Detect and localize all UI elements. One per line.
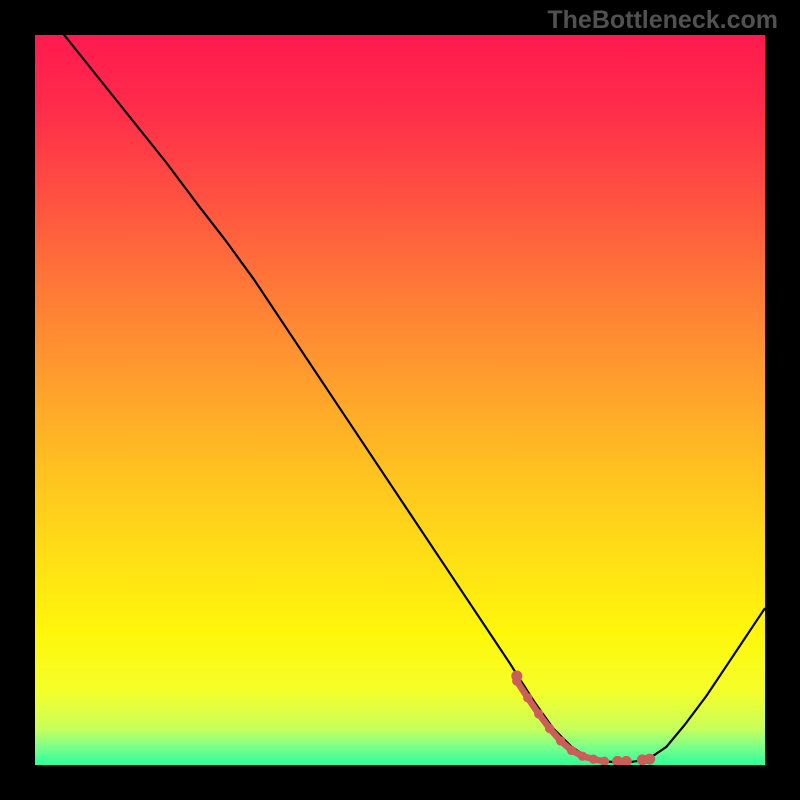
marker-dot (589, 754, 598, 763)
marker-dot (523, 693, 532, 702)
marker-dot (600, 757, 609, 766)
marker-dot (534, 709, 543, 718)
marker-dot (644, 754, 655, 765)
watermark-text: TheBottleneck.com (547, 6, 778, 35)
marker-dot (567, 746, 576, 755)
marker-dot (556, 736, 565, 745)
chart-container: TheBottleneck.com (0, 0, 800, 800)
marker-dot (621, 756, 632, 767)
marker-dot (545, 724, 554, 733)
plot-background (35, 35, 765, 765)
marker-dot (512, 676, 521, 685)
marker-dot (578, 752, 587, 761)
chart-svg (0, 0, 800, 800)
